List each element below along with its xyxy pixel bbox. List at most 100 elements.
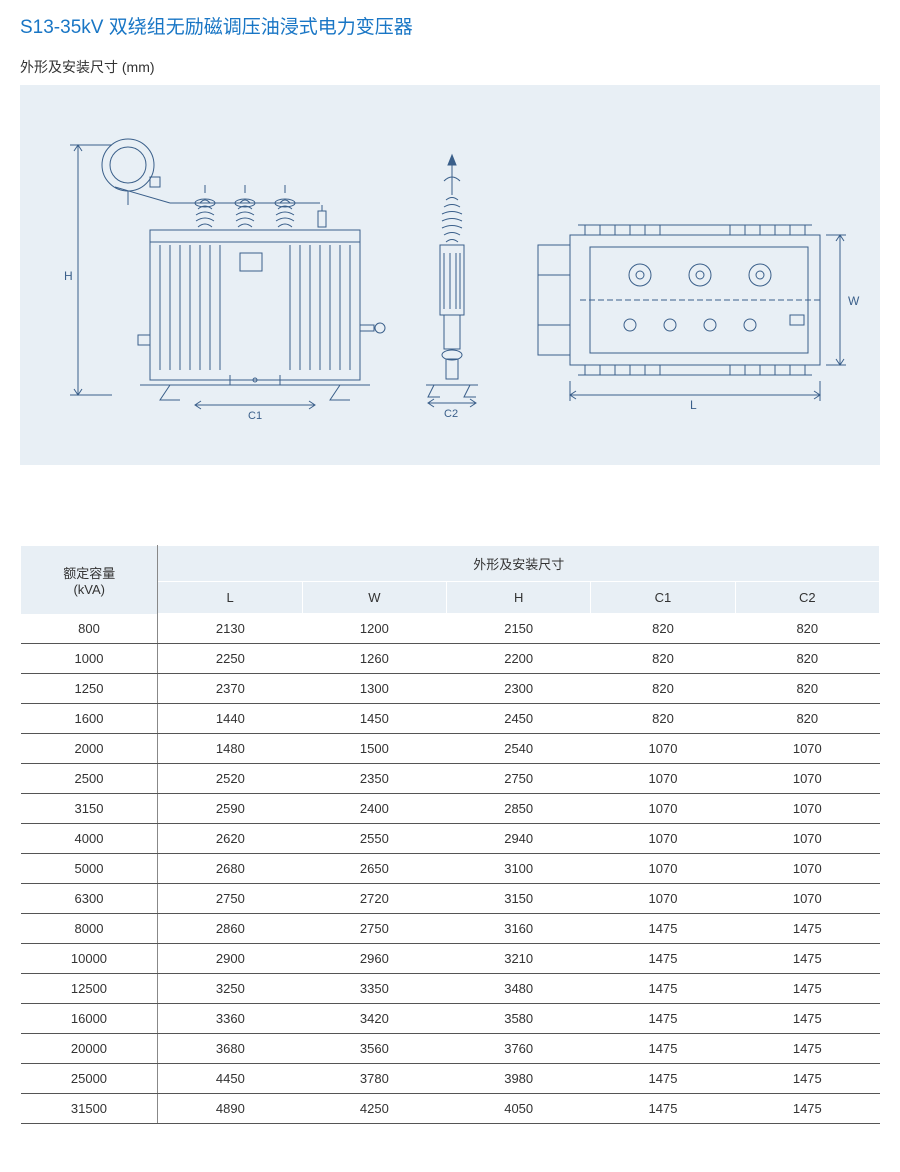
- table-cell: 2250: [158, 644, 302, 674]
- table-cell: 2900: [158, 944, 302, 974]
- table-cell: 1475: [591, 944, 735, 974]
- table-cell: 2590: [158, 794, 302, 824]
- label-l: L: [690, 398, 697, 412]
- table-cell: 2750: [158, 884, 302, 914]
- table-cell: 1475: [735, 974, 879, 1004]
- table-cell: 820: [735, 644, 879, 674]
- th-capacity-l2: (kVA): [73, 582, 105, 597]
- table-cell: 2350: [302, 764, 446, 794]
- th-dims-title: 外形及安装尺寸: [158, 546, 880, 582]
- table-cell: 31500: [21, 1094, 158, 1124]
- table-cell: 3580: [447, 1004, 591, 1034]
- table-row: 630027502720315010701070: [21, 884, 880, 914]
- table-cell: 820: [735, 674, 879, 704]
- table-cell: 1200: [302, 614, 446, 644]
- table-row: 1000225012602200820820: [21, 644, 880, 674]
- table-cell: 1070: [735, 884, 879, 914]
- table-cell: 3150: [21, 794, 158, 824]
- page-title: S13-35kV 双绕组无励磁调压油浸式电力变压器: [20, 12, 880, 39]
- table-row: 800213012002150820820: [21, 614, 880, 644]
- table-cell: 2130: [158, 614, 302, 644]
- table-cell: 1250: [21, 674, 158, 704]
- table-cell: 4000: [21, 824, 158, 854]
- table-cell: 1475: [735, 914, 879, 944]
- dimensions-subtitle: 外形及安装尺寸 (mm): [20, 57, 880, 77]
- table-cell: 800: [21, 614, 158, 644]
- table-row: 250025202350275010701070: [21, 764, 880, 794]
- table-cell: 1000: [21, 644, 158, 674]
- table-row: 400026202550294010701070: [21, 824, 880, 854]
- table-cell: 1070: [591, 794, 735, 824]
- table-cell: 1070: [735, 794, 879, 824]
- table-cell: 5000: [21, 854, 158, 884]
- table-cell: 1070: [591, 854, 735, 884]
- table-cell: 2540: [447, 734, 591, 764]
- table-cell: 1440: [158, 704, 302, 734]
- table-row: 2500044503780398014751475: [21, 1064, 880, 1094]
- table-cell: 3350: [302, 974, 446, 1004]
- th-w: W: [302, 582, 446, 614]
- th-capacity: 额定容量 (kVA): [21, 546, 158, 614]
- table-cell: 1070: [735, 854, 879, 884]
- table-cell: 1475: [591, 914, 735, 944]
- table-cell: 1475: [591, 1064, 735, 1094]
- table-cell: 3360: [158, 1004, 302, 1034]
- table-cell: 3480: [447, 974, 591, 1004]
- table-cell: 1070: [591, 884, 735, 914]
- table-cell: 1480: [158, 734, 302, 764]
- table-row: 500026802650310010701070: [21, 854, 880, 884]
- table-cell: 1070: [735, 734, 879, 764]
- table-cell: 1070: [591, 734, 735, 764]
- label-c2: C2: [444, 408, 458, 420]
- table-cell: 1475: [735, 1094, 879, 1124]
- table-cell: 2620: [158, 824, 302, 854]
- table-cell: 3250: [158, 974, 302, 1004]
- diagram-svg: H: [20, 85, 880, 465]
- th-l: L: [158, 582, 302, 614]
- transformer-diagram: H: [20, 85, 880, 465]
- label-h: H: [64, 269, 73, 283]
- table-cell: 1475: [591, 1094, 735, 1124]
- table-cell: 2450: [447, 704, 591, 734]
- dimensions-table: 额定容量 (kVA) 外形及安装尺寸 L W H C1 C2 800213012…: [20, 545, 880, 1124]
- table-cell: 2650: [302, 854, 446, 884]
- table-cell: 820: [735, 614, 879, 644]
- table-row: 1250032503350348014751475: [21, 974, 880, 1004]
- table-cell: 3680: [158, 1034, 302, 1064]
- table-cell: 3210: [447, 944, 591, 974]
- table-cell: 1070: [735, 824, 879, 854]
- th-capacity-l1: 额定容量: [63, 566, 115, 581]
- table-cell: 820: [591, 644, 735, 674]
- table-row: 1600033603420358014751475: [21, 1004, 880, 1034]
- table-row: 1600144014502450820820: [21, 704, 880, 734]
- table-row: 2000036803560376014751475: [21, 1034, 880, 1064]
- table-row: 1250237013002300820820: [21, 674, 880, 704]
- table-cell: 3100: [447, 854, 591, 884]
- table-cell: 2960: [302, 944, 446, 974]
- table-cell: 2300: [447, 674, 591, 704]
- table-cell: 1070: [591, 824, 735, 854]
- th-c1: C1: [591, 582, 735, 614]
- table-row: 1000029002960321014751475: [21, 944, 880, 974]
- table-cell: 1070: [591, 764, 735, 794]
- table-cell: 2400: [302, 794, 446, 824]
- th-c2: C2: [735, 582, 879, 614]
- table-cell: 12500: [21, 974, 158, 1004]
- table-cell: 3760: [447, 1034, 591, 1064]
- label-w: W: [848, 294, 860, 308]
- table-cell: 3160: [447, 914, 591, 944]
- table-cell: 1450: [302, 704, 446, 734]
- th-h: H: [447, 582, 591, 614]
- table-cell: 10000: [21, 944, 158, 974]
- table-cell: 4450: [158, 1064, 302, 1094]
- table-cell: 2940: [447, 824, 591, 854]
- table-cell: 2150: [447, 614, 591, 644]
- table-cell: 2550: [302, 824, 446, 854]
- table-row: 800028602750316014751475: [21, 914, 880, 944]
- table-cell: 2500: [21, 764, 158, 794]
- table-cell: 4890: [158, 1094, 302, 1124]
- table-cell: 6300: [21, 884, 158, 914]
- table-cell: 16000: [21, 1004, 158, 1034]
- table-cell: 2850: [447, 794, 591, 824]
- table-cell: 2720: [302, 884, 446, 914]
